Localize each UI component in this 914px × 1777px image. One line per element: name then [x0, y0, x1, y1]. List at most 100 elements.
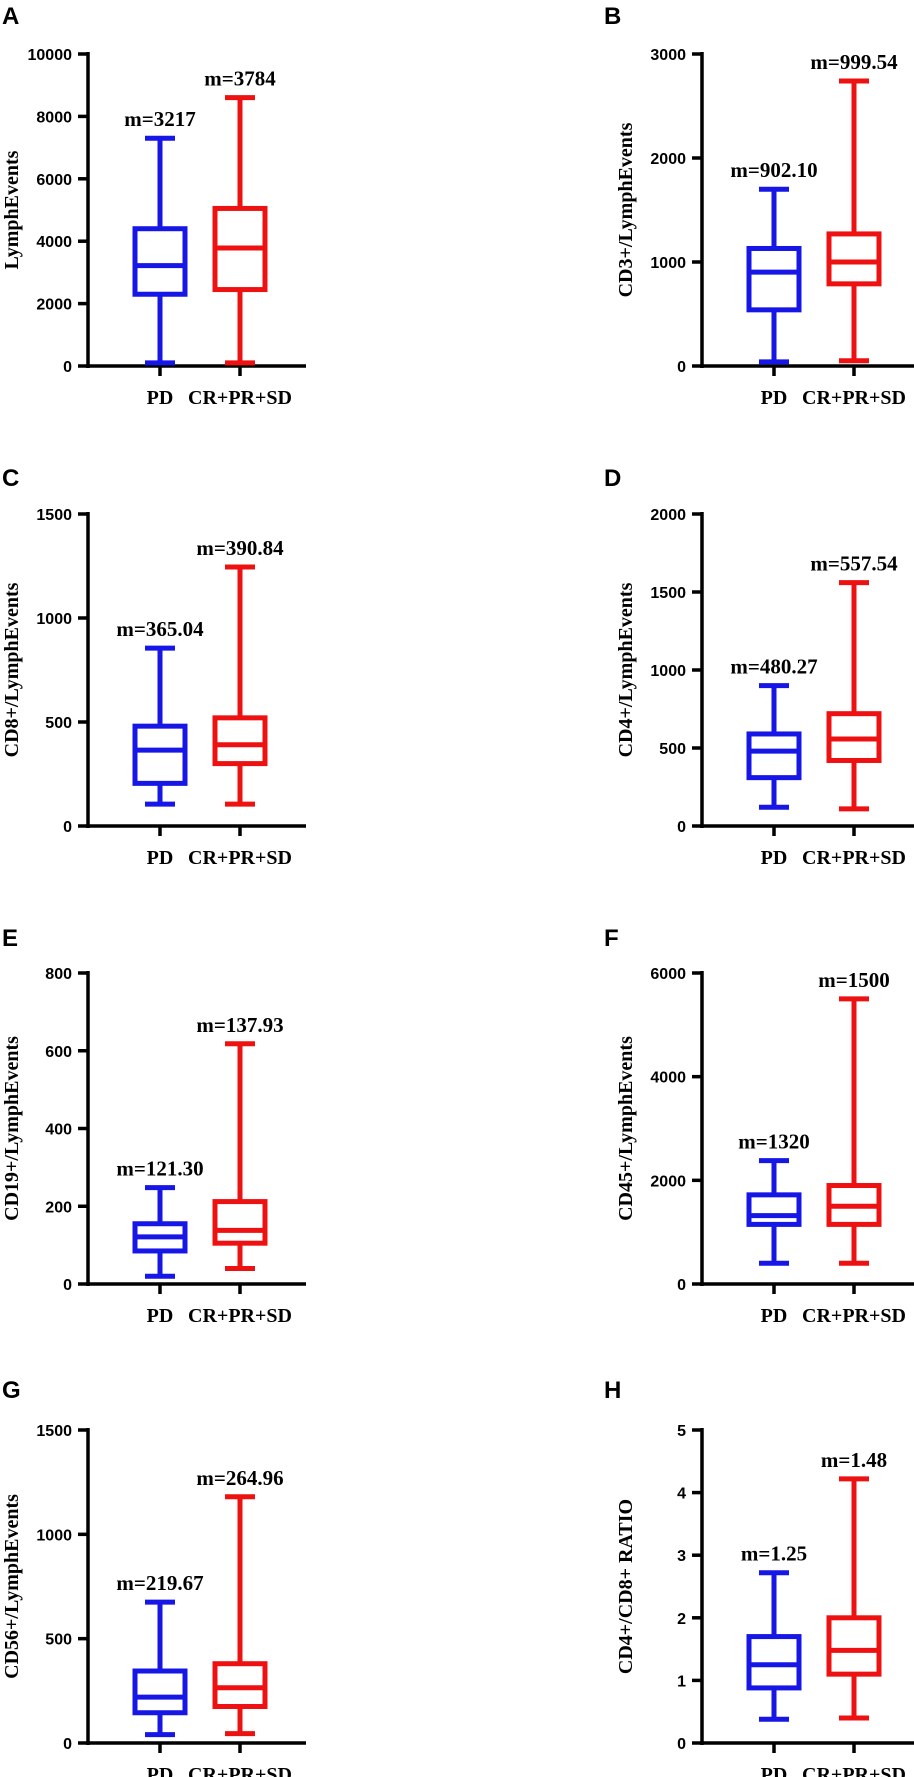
- box-cr-pr-sd: m=557.54: [810, 552, 898, 812]
- y-tick-label: 600: [45, 1044, 72, 1061]
- panel-letter: A: [2, 3, 19, 30]
- y-tick-label: 8000: [36, 109, 72, 126]
- y-tick-label: 0: [677, 819, 686, 836]
- x-category-label: PD: [761, 1305, 788, 1327]
- y-axis-label: CD8+/LymphEvents: [1, 582, 23, 757]
- x-category-label: CR+PR+SD: [188, 1305, 292, 1327]
- y-tick-label: 6000: [650, 966, 686, 983]
- iqr-box: [212, 1199, 268, 1246]
- box-pd: m=3217: [124, 107, 196, 366]
- x-category-label: CR+PR+SD: [802, 387, 906, 409]
- mean-label: m=137.93: [196, 1013, 283, 1037]
- mean-label: m=902.10: [730, 158, 817, 182]
- y-tick-label: 2000: [650, 151, 686, 168]
- box-cr-pr-sd: m=999.54: [810, 50, 898, 364]
- x-category-label: PD: [761, 387, 788, 409]
- x-category-label: CR+PR+SD: [802, 1764, 906, 1777]
- x-category-label: CR+PR+SD: [802, 1305, 906, 1327]
- y-tick-label: 4000: [36, 234, 72, 251]
- y-tick-label: 2: [677, 1611, 686, 1628]
- box-pd: m=902.10: [730, 158, 818, 365]
- y-tick-label: 200: [45, 1199, 72, 1216]
- panel-c: C CD8+/LymphEvents 0 500 1000 1500 PD CR+PR+SD m…: [1, 465, 306, 869]
- y-tick-label: 1000: [650, 255, 686, 272]
- mean-label: m=1.48: [821, 1448, 887, 1472]
- panel-letter: G: [2, 1377, 21, 1404]
- y-tick-label: 800: [45, 966, 72, 983]
- mean-label: m=1500: [818, 968, 889, 992]
- box-pd: m=219.67: [116, 1571, 204, 1738]
- box-cr-pr-sd: m=264.96: [196, 1466, 284, 1737]
- mean-label: m=121.30: [116, 1157, 203, 1181]
- y-tick-label: 10000: [28, 47, 73, 64]
- panel-letter: D: [604, 465, 621, 492]
- x-category-label: CR+PR+SD: [188, 847, 292, 869]
- box-pd: m=365.04: [116, 617, 204, 807]
- y-tick-label: 5: [677, 1423, 686, 1440]
- y-tick-label: 2000: [650, 1173, 686, 1190]
- y-tick-label: 500: [45, 1632, 72, 1649]
- y-tick-label: 0: [677, 1736, 686, 1753]
- panel-letter: C: [2, 465, 19, 492]
- box-cr-pr-sd: m=390.84: [196, 536, 284, 807]
- y-tick-label: 0: [677, 359, 686, 376]
- iqr-box: [132, 723, 188, 786]
- mean-label: m=557.54: [810, 552, 898, 576]
- mean-label: m=264.96: [196, 1466, 283, 1490]
- x-category-label: PD: [761, 1764, 788, 1777]
- mean-label: m=365.04: [116, 617, 204, 641]
- mean-label: m=480.27: [730, 655, 817, 679]
- y-tick-label: 6000: [36, 172, 72, 189]
- panel-g: G CD56+/LymphEvents 0 500 1000 1500 PD CR+PR+SD…: [1, 1377, 306, 1777]
- y-axis-label: CD45+/LymphEvents: [615, 1036, 637, 1221]
- iqr-box: [746, 245, 802, 313]
- mean-label: m=219.67: [116, 1571, 203, 1595]
- panel-b: B CD3+/LymphEvents 0 1000 2000 3000 PD CR+PR+SD…: [604, 3, 914, 409]
- mean-label: m=390.84: [196, 536, 284, 560]
- panel-h: H CD4+/CD8+ RATIO 0 1 2 3 4 5 PD CR+PR+SD m=1.25 m=…: [604, 1377, 914, 1777]
- y-tick-label: 1: [677, 1673, 686, 1690]
- x-category-label: PD: [147, 1305, 174, 1327]
- box-pd: m=1.25: [741, 1542, 807, 1722]
- y-tick-label: 4: [677, 1486, 686, 1503]
- y-tick-label: 1500: [36, 1423, 72, 1440]
- x-category-label: CR+PR+SD: [802, 847, 906, 869]
- y-axis-label: LymphEvents: [1, 150, 23, 269]
- box-pd: m=480.27: [730, 655, 818, 810]
- panel-e: E CD19+/LymphEvents 0 200 400 600 800 PD CR+PR+S…: [1, 925, 306, 1327]
- y-axis-label: CD4+/CD8+ RATIO: [615, 1499, 637, 1674]
- y-tick-label: 2000: [36, 297, 72, 314]
- y-axis-label: CD19+/LymphEvents: [1, 1036, 23, 1221]
- x-category-label: PD: [147, 1764, 174, 1777]
- iqr-box: [212, 1661, 268, 1709]
- mean-label: m=999.54: [810, 50, 898, 74]
- box-cr-pr-sd: m=3784: [204, 67, 276, 366]
- y-tick-label: 0: [63, 359, 72, 376]
- x-category-label: PD: [761, 847, 788, 869]
- y-tick-label: 0: [63, 1736, 72, 1753]
- box-cr-pr-sd: m=137.93: [196, 1013, 284, 1271]
- panel-d: D CD4+/LymphEvents 0 500 1000 1500 2000 PD CR+PR…: [604, 465, 914, 869]
- iqr-box: [746, 731, 802, 781]
- y-axis-label: CD56+/LymphEvents: [1, 1494, 23, 1679]
- y-tick-label: 3000: [650, 47, 686, 64]
- panel-f: F CD45+/LymphEvents 0 2000 4000 6000 PD CR+PR+S…: [604, 925, 914, 1327]
- iqr-box: [132, 226, 188, 297]
- mean-label: m=3217: [124, 107, 195, 131]
- box-pd: m=1320: [738, 1130, 810, 1266]
- iqr-box: [746, 1192, 802, 1227]
- y-tick-label: 0: [63, 1277, 72, 1294]
- iqr-box: [826, 231, 882, 287]
- x-category-label: CR+PR+SD: [188, 387, 292, 409]
- panel-letter: B: [604, 3, 621, 30]
- y-tick-label: 1500: [36, 507, 72, 524]
- y-tick-label: 0: [63, 819, 72, 836]
- y-tick-label: 500: [659, 741, 686, 758]
- y-tick-label: 1000: [36, 1527, 72, 1544]
- y-tick-label: 1000: [36, 611, 72, 628]
- panel-letter: E: [2, 925, 18, 952]
- y-tick-label: 500: [45, 715, 72, 732]
- y-tick-label: 2000: [650, 507, 686, 524]
- panel-a: A LymphEvents 0 2000 4000 6000 8000 10000 PD CR+P…: [1, 3, 306, 409]
